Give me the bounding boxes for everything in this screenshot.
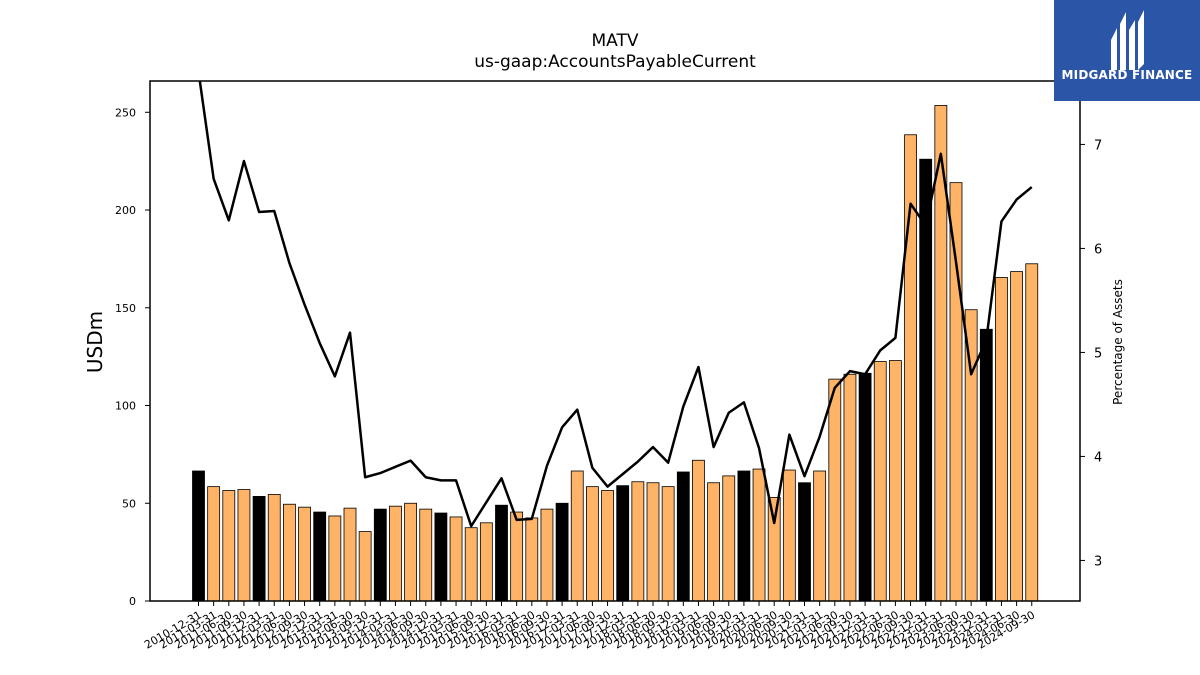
bar-2019-09-30 — [722, 475, 736, 602]
bar-2016-12-31 — [555, 502, 569, 602]
chart-subtitle: us-gaap:AccountsPayableCurrent — [474, 52, 756, 72]
bar-2021-12-31 — [858, 372, 872, 602]
y-axis-right: 3 4 5 6 7 — [1080, 138, 1102, 569]
bar-2017-03-31 — [570, 470, 584, 602]
bar-2024-03-31 — [995, 277, 1008, 602]
y2-axis-label: Percentage of Assets — [1111, 279, 1125, 405]
bar-2012-12-31 — [313, 511, 327, 602]
bar-2011-03-31 — [207, 486, 221, 602]
y-tick-label: 150 — [115, 302, 136, 315]
y-tick-label: 0 — [129, 595, 136, 608]
bar-2019-12-31 — [737, 470, 751, 602]
bar-2023-12-31 — [979, 328, 993, 602]
y-tick-label: 100 — [115, 400, 136, 413]
bar-2012-09-30 — [298, 506, 311, 602]
y-tick-label: 250 — [115, 106, 136, 119]
bar-2020-03-31 — [752, 468, 766, 602]
y2-tick-label: 6 — [1094, 242, 1102, 257]
bar-2020-09-30 — [782, 469, 796, 602]
bar-2014-03-31 — [389, 505, 402, 602]
bar-2024-06-30 — [1010, 271, 1023, 602]
bar-2015-12-31 — [495, 504, 508, 602]
bar-2014-06-30 — [404, 502, 418, 602]
bar-2018-12-31 — [676, 471, 690, 602]
y-tick-label: 200 — [115, 204, 136, 217]
logo-text: MIDGARD FINANCE — [1061, 68, 1193, 82]
bar-2013-12-31 — [373, 508, 387, 602]
bar-2011-09-30 — [237, 489, 251, 602]
bar-2011-06-30 — [222, 490, 236, 602]
bar-2017-06-30 — [586, 486, 599, 602]
bar-2015-06-30 — [464, 527, 478, 602]
bar-2022-03-31 — [873, 361, 887, 602]
plot-frame — [149, 80, 1081, 602]
y-tick-label: 50 — [122, 497, 136, 510]
bar-2011-12-31 — [252, 496, 266, 602]
y2-tick-label: 5 — [1094, 346, 1102, 361]
bar-2014-12-31 — [434, 512, 448, 602]
brand-logo: MIDGARD FINANCE — [1054, 0, 1200, 101]
percentage-of-assets-line — [198, 81, 1033, 528]
bar-2017-09-30 — [601, 490, 614, 602]
bar-2021-09-30 — [843, 373, 857, 602]
bar-2010-12-31 — [192, 470, 205, 602]
line-layer — [198, 81, 1033, 528]
bar-2016-09-30 — [540, 508, 554, 602]
y-axis-left: 0 50 100 150 200 250 — [115, 106, 150, 608]
bar-2023-06-30 — [949, 182, 963, 602]
bar-2021-03-31 — [813, 470, 827, 602]
bar-2013-03-31 — [328, 515, 342, 602]
bar-2019-03-31 — [692, 459, 705, 602]
bar-2015-03-31 — [449, 516, 463, 602]
bar-2016-03-31 — [510, 511, 524, 602]
bar-2021-06-30 — [828, 378, 842, 602]
y2-tick-label: 7 — [1094, 138, 1102, 153]
bars-group — [192, 105, 1039, 602]
bar-2013-09-30 — [358, 531, 372, 602]
logo-mark-icon — [1111, 10, 1144, 70]
x-axis: 2010-12-312011-03-312011-06-302011-09-30… — [142, 601, 1037, 652]
bar-2020-12-31 — [798, 482, 811, 602]
y-axis-label: USDm — [83, 311, 107, 373]
bar-2017-12-31 — [616, 485, 630, 602]
bar-2012-03-31 — [267, 494, 281, 602]
bar-2015-09-30 — [479, 522, 493, 602]
bar-2018-06-30 — [646, 482, 660, 602]
bar-2013-06-30 — [343, 507, 357, 602]
y2-tick-label: 4 — [1094, 450, 1102, 465]
bar-2019-06-30 — [707, 482, 720, 602]
bar-2014-09-30 — [419, 508, 433, 602]
bar-2024-09-30 — [1025, 263, 1039, 602]
bar-2018-03-31 — [631, 481, 645, 602]
bar-2022-06-30 — [889, 360, 902, 602]
chart-title: MATV — [591, 31, 639, 51]
bar-2016-06-30 — [525, 517, 539, 602]
bar-2023-09-30 — [964, 309, 978, 602]
bar-2012-06-30 — [282, 503, 296, 602]
y2-tick-label: 3 — [1094, 554, 1102, 569]
bar-2018-09-30 — [661, 486, 675, 602]
bar-2020-06-30 — [767, 496, 781, 602]
